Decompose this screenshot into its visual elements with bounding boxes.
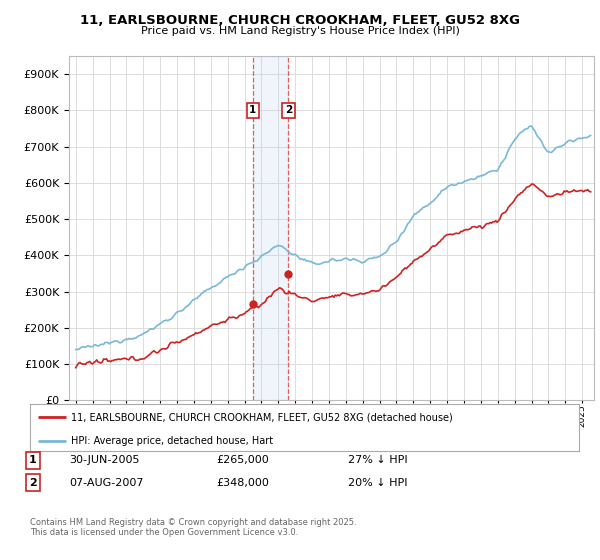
Text: HPI: Average price, detached house, Hart: HPI: Average price, detached house, Hart xyxy=(71,436,274,446)
Text: 20% ↓ HPI: 20% ↓ HPI xyxy=(348,478,407,488)
Text: £348,000: £348,000 xyxy=(216,478,269,488)
Text: 2: 2 xyxy=(29,478,37,488)
Text: 11, EARLSBOURNE, CHURCH CROOKHAM, FLEET, GU52 8XG: 11, EARLSBOURNE, CHURCH CROOKHAM, FLEET,… xyxy=(80,14,520,27)
Text: 11, EARLSBOURNE, CHURCH CROOKHAM, FLEET, GU52 8XG (detached house): 11, EARLSBOURNE, CHURCH CROOKHAM, FLEET,… xyxy=(71,412,453,422)
Text: 30-JUN-2005: 30-JUN-2005 xyxy=(69,455,139,465)
Text: 1: 1 xyxy=(249,105,256,115)
Text: 2: 2 xyxy=(285,105,292,115)
Bar xyxy=(253,56,289,400)
Text: Price paid vs. HM Land Registry's House Price Index (HPI): Price paid vs. HM Land Registry's House … xyxy=(140,26,460,36)
Text: 07-AUG-2007: 07-AUG-2007 xyxy=(69,478,143,488)
Text: 27% ↓ HPI: 27% ↓ HPI xyxy=(348,455,407,465)
Text: 1: 1 xyxy=(29,455,37,465)
Text: £265,000: £265,000 xyxy=(216,455,269,465)
Text: Contains HM Land Registry data © Crown copyright and database right 2025.
This d: Contains HM Land Registry data © Crown c… xyxy=(30,518,356,538)
